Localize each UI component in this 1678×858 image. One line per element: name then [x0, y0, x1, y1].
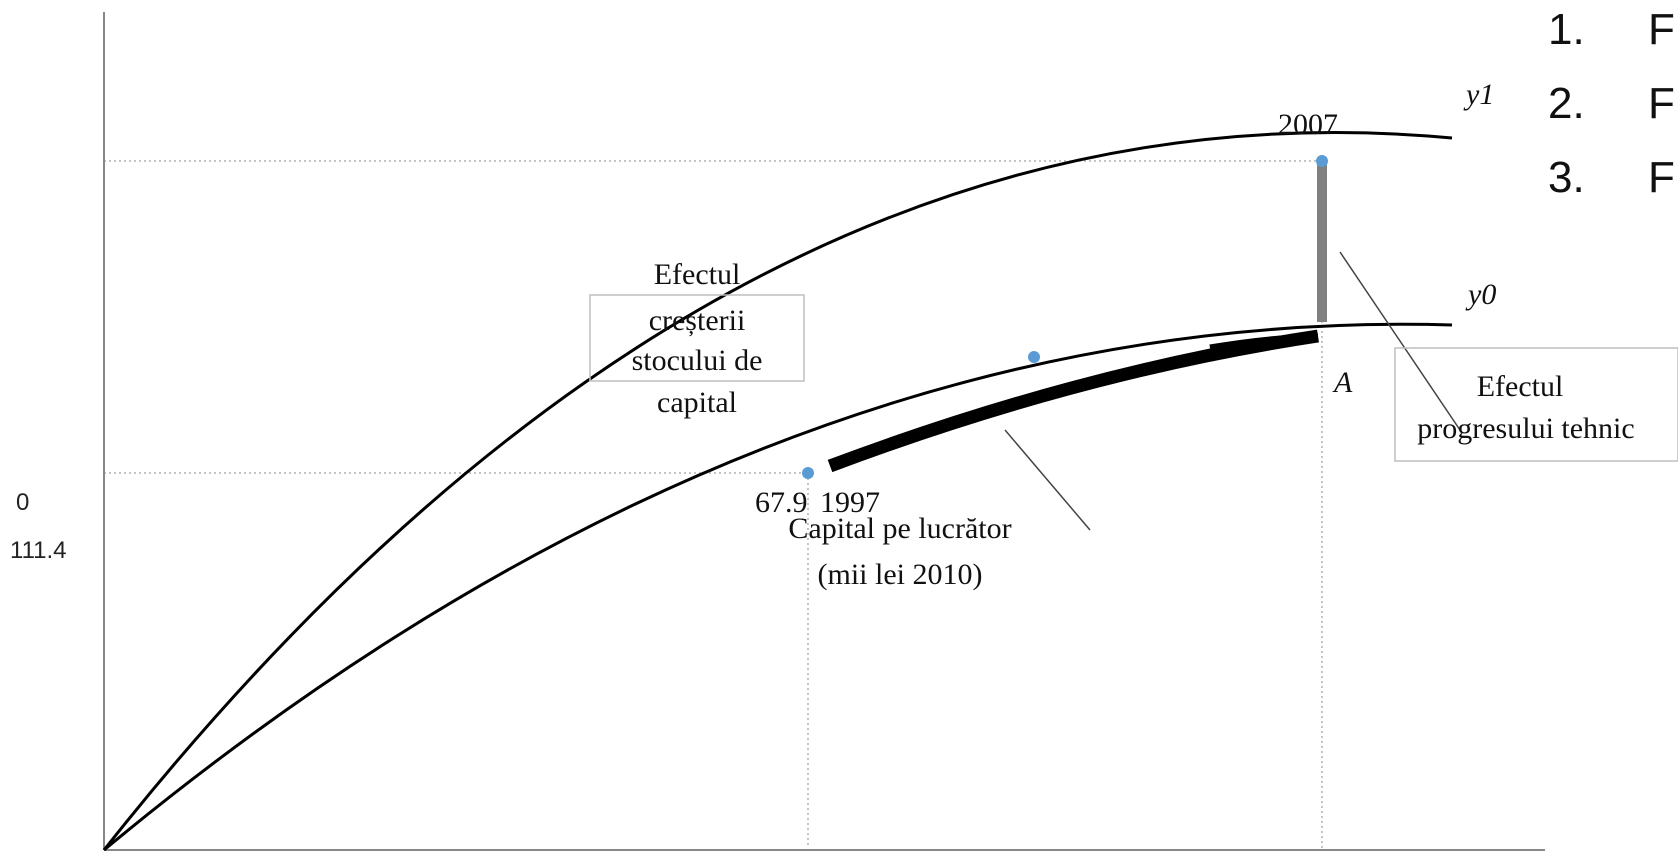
- annotation-tech-line2: progresului tehnic: [1417, 412, 1634, 445]
- series-label-y1: y1: [1463, 78, 1494, 111]
- point-mid: [1028, 351, 1040, 363]
- series-line-y1: [102, 131, 1453, 851]
- annotation-box-capital: [589, 294, 805, 382]
- series-line-y0: [103, 322, 1453, 852]
- label-1997: 1997: [820, 486, 880, 519]
- annotation-capital-line4: capital: [657, 386, 737, 419]
- point-2007: [1316, 155, 1328, 167]
- x-axis-label-line1: Capital pe lucrător: [788, 512, 1011, 545]
- capital-growth-segment: [827, 329, 1319, 473]
- capital-growth-segment-tail: [1209, 333, 1319, 352]
- label-point-A: A: [1332, 366, 1353, 399]
- y-tick-0: 0: [16, 489, 29, 516]
- annotation-capital-line1: Efectul: [654, 258, 741, 291]
- list-item-3-number: 3.: [1548, 153, 1585, 202]
- list-item-3-text: F: [1648, 153, 1675, 202]
- annotation-capital-line2: creșterii: [649, 304, 746, 337]
- annotation-box-tech: [1394, 347, 1678, 462]
- leader-line-capital: [1004, 429, 1091, 531]
- leader-line-tech: [1339, 251, 1461, 431]
- annotation-capital-line3: stocului de: [632, 344, 763, 377]
- label-67-9: 67.9: [755, 486, 808, 519]
- annotation-tech-line1: Efectul: [1477, 370, 1564, 403]
- x-axis-label-line2: (mii lei 2010): [818, 558, 983, 591]
- point-1997: [802, 467, 814, 479]
- y-tick-111-4: 111.4: [10, 537, 67, 564]
- label-2007: 2007: [1278, 108, 1338, 141]
- series-label-y0: y0: [1465, 278, 1496, 311]
- list-item-1-text: F: [1648, 5, 1675, 54]
- list-item-1-number: 1.: [1548, 5, 1585, 54]
- list-item-2-text: F: [1648, 79, 1675, 128]
- list-item-2-number: 2.: [1548, 79, 1585, 128]
